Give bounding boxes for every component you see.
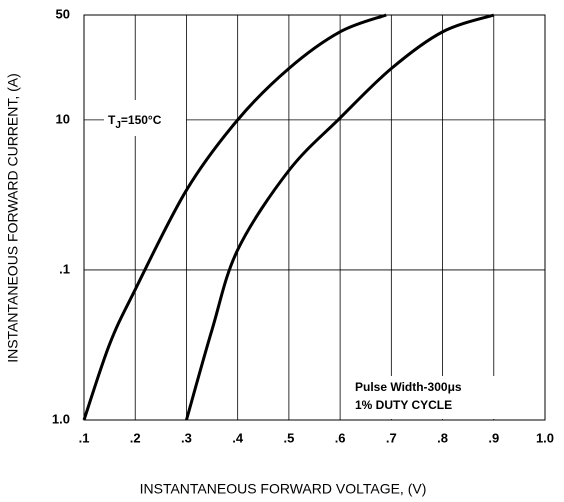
x-tick-label: .1 — [79, 430, 90, 445]
x-tick-label: .8 — [437, 430, 448, 445]
y-tick-label: 1.0 — [52, 411, 70, 426]
y-tick-label: 50 — [56, 6, 70, 21]
plot-frame — [83, 14, 546, 421]
curve — [185, 13, 495, 421]
x-tick-label: 1.0 — [536, 430, 554, 445]
x-tick-label: .5 — [283, 430, 294, 445]
x-axis-title: INSTANTANEOUS FORWARD VOLTAGE, (V) — [140, 481, 427, 497]
annotation: TJ=150°C — [108, 113, 162, 130]
x-tick-label: .3 — [181, 430, 192, 445]
annotation-bg — [104, 100, 186, 136]
x-tick-label: .4 — [232, 430, 244, 445]
grid — [83, 14, 546, 421]
note: Pulse Width-300μs — [355, 380, 462, 394]
x-tick-label: .2 — [130, 430, 141, 445]
y-tick-label: 10 — [56, 111, 70, 126]
curves — [82, 13, 495, 421]
x-tick-label: .7 — [386, 430, 397, 445]
y-tick-label: .1 — [59, 261, 70, 276]
curve — [82, 13, 387, 421]
annotation-subscript: J — [115, 120, 121, 131]
x-tick-label: .6 — [335, 430, 346, 445]
note: 1% DUTY CYCLE — [355, 398, 452, 412]
annotation-part: T — [108, 113, 116, 127]
y-axis-title: INSTANTANEOUS FORWARD CURRENT, (A) — [5, 73, 21, 363]
x-tick-label: .9 — [488, 430, 499, 445]
annotation-part: =150°C — [121, 113, 162, 127]
note-bg — [346, 376, 544, 419]
